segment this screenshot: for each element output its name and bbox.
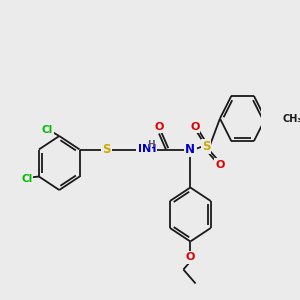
Text: S: S <box>102 143 111 156</box>
Text: O: O <box>190 122 200 131</box>
Text: Cl: Cl <box>21 173 32 184</box>
Text: O: O <box>215 160 225 170</box>
Text: O: O <box>186 253 195 262</box>
Text: O: O <box>154 122 164 131</box>
Text: Cl: Cl <box>41 125 53 135</box>
Text: N: N <box>142 145 152 154</box>
Text: H: H <box>147 140 155 149</box>
Text: NH: NH <box>137 145 156 154</box>
Text: CH₃: CH₃ <box>283 113 300 124</box>
Text: S: S <box>202 140 210 153</box>
Text: N: N <box>185 143 195 156</box>
